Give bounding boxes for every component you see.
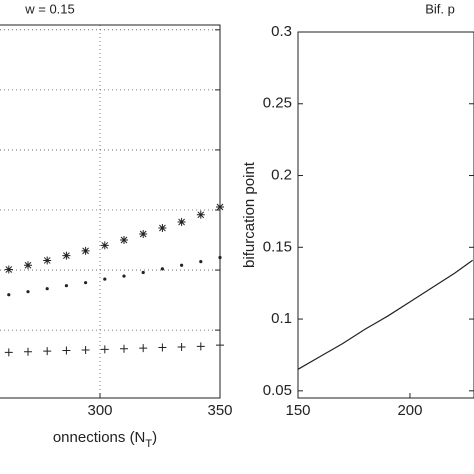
plus-marker <box>216 341 224 350</box>
star-marker <box>120 236 128 245</box>
plot-frame <box>297 31 474 399</box>
dot-marker <box>160 267 164 271</box>
x-axis-label: onnections (NT) <box>53 429 157 450</box>
plus-marker <box>139 344 148 353</box>
star-marker <box>196 210 205 219</box>
y-tick-label: 0.3 <box>271 23 292 40</box>
plus-marker <box>100 345 109 354</box>
plus-marker <box>43 347 52 356</box>
data-line <box>297 259 474 370</box>
dot-marker <box>84 281 88 285</box>
x-tick-label: 150 <box>285 402 310 419</box>
dot-marker <box>26 290 30 294</box>
star-marker <box>24 261 32 270</box>
y-tick-label: 0.1 <box>271 310 292 327</box>
y-axis-label: bifurcation point <box>241 161 258 268</box>
star-marker <box>43 256 52 265</box>
plot-frame <box>0 24 221 399</box>
plus-marker <box>24 347 32 356</box>
dot-marker <box>141 270 145 275</box>
star-marker <box>81 246 90 255</box>
y-tick-label: 0.05 <box>263 382 292 399</box>
star-marker <box>100 241 109 250</box>
x-axis-label-part: onnections (N <box>53 429 146 446</box>
y-tick-label: 0.2 <box>271 166 292 183</box>
star-marker <box>216 202 224 211</box>
star-marker <box>62 251 71 260</box>
dot-marker <box>7 293 11 297</box>
star-marker <box>177 218 186 227</box>
star-marker <box>158 224 167 233</box>
dot-marker <box>199 260 203 264</box>
x-tick-label: 200 <box>397 402 422 419</box>
dot-marker <box>64 284 69 288</box>
star-marker <box>139 230 148 239</box>
y-tick-label: 0.15 <box>263 238 292 255</box>
plus-marker <box>177 342 186 351</box>
dot-marker <box>218 255 222 260</box>
y-tick-label: 0.25 <box>263 95 292 112</box>
plus-marker <box>196 342 205 351</box>
x-axis-label-part: T <box>145 438 152 450</box>
plus-marker <box>81 345 90 354</box>
x-tick-label: 350 <box>207 402 232 419</box>
plus-marker <box>62 346 71 355</box>
dot-marker <box>122 274 126 278</box>
plus-marker <box>120 344 128 353</box>
plus-marker <box>4 348 13 357</box>
star-marker <box>4 265 13 274</box>
chart-title: Bif. p <box>425 1 455 16</box>
dot-marker <box>103 277 107 281</box>
x-tick-label: 300 <box>87 402 112 419</box>
dot-marker <box>45 287 49 291</box>
dot-marker <box>180 263 184 267</box>
x-axis-label-part: ) <box>152 429 157 446</box>
chart-title: w = 0.15 <box>24 1 75 16</box>
plus-marker <box>158 343 167 352</box>
